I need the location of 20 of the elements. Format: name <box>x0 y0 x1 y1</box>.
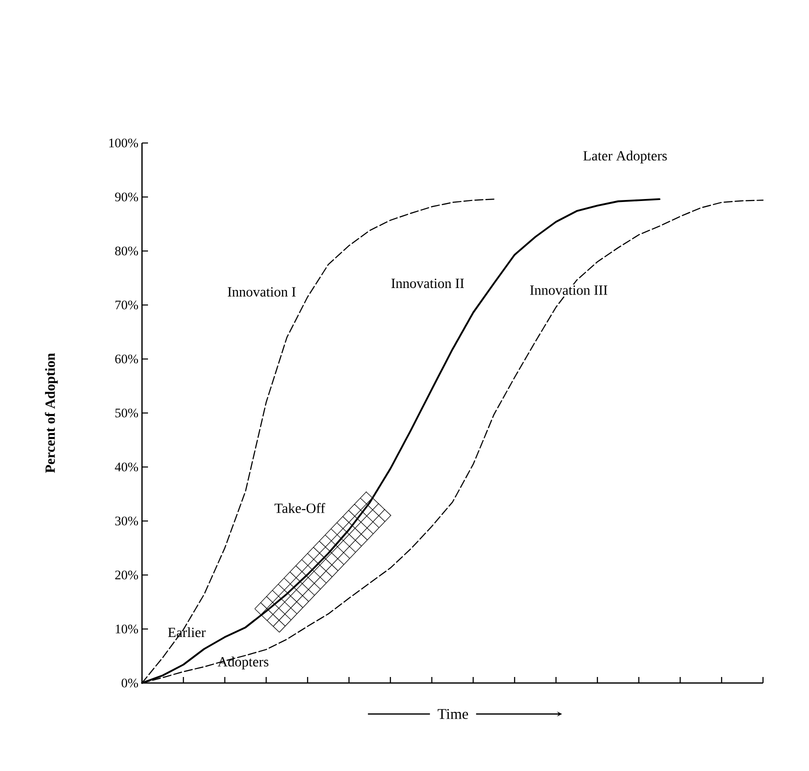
series-label: Innovation I <box>228 287 296 297</box>
y-tick-label: 30% <box>115 516 138 526</box>
y-tick-label: 60% <box>115 354 138 364</box>
y-tick-label: 70% <box>116 300 138 310</box>
y-tick-label: 10% <box>116 624 138 634</box>
x-axis-title: Time <box>438 708 468 720</box>
y-tick-label: 100% <box>109 138 138 148</box>
series-label: Innovation II <box>391 278 464 288</box>
y-tick-label: 50% <box>115 408 138 418</box>
annotation: Later Adopters <box>583 150 667 164</box>
series-label: Innovation III <box>530 285 608 295</box>
y-tick-label: 80% <box>115 246 138 256</box>
y-tick-label: 40% <box>114 462 138 472</box>
y-tick-label: 0% <box>122 678 138 688</box>
annotation: Adopters <box>218 656 268 670</box>
annotation: Earlier <box>168 627 206 638</box>
y-tick-label: 90% <box>115 192 138 202</box>
y-tick-label: 20% <box>115 570 138 580</box>
y-axis-title: Percent of Adoption <box>44 353 58 473</box>
annotation: Take-Off <box>274 503 326 514</box>
